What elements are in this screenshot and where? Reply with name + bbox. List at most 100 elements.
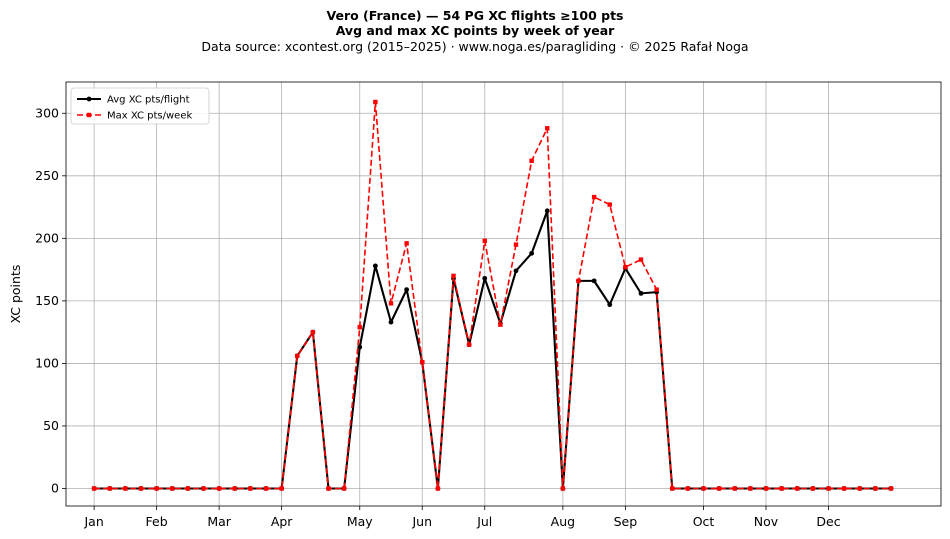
data-point-max [857,486,862,491]
data-point-max [607,202,612,207]
axes-layer: 0 50 100 150 200 250 300 Jan Feb Mar Apr May Jun Jul A… [8,81,942,529]
data-point-max [623,264,628,270]
data-point-max [248,486,253,491]
data-point-max [498,322,503,327]
legend-marker [86,112,92,118]
data-point-max [216,486,222,491]
data-point-avg [482,275,488,281]
y-tick-label: 100 [35,355,59,370]
data-point-max [841,486,847,491]
y-tick-label: 250 [35,168,59,183]
data-point-max [170,486,175,491]
chart-subtitle: Data source: xcontest.org (2015–2025) · … [201,39,749,54]
data-point-max [701,486,706,491]
chart-titles: Vero (France) — 54 PG XC flights ≥100 pt… [0,8,950,55]
data-point-avg [388,319,394,325]
data-point-max [810,486,816,491]
data-point-max [357,324,362,330]
data-point-avg [529,250,535,256]
x-tick-label: Oct [693,514,715,529]
data-point-max [138,486,144,491]
data-point-max [373,99,378,105]
data-point-avg [638,290,644,296]
x-tick-label: Nov [754,514,779,529]
data-point-max [513,242,519,247]
legend: Avg XC pts/flight Max XC pts/week [70,87,210,125]
x-tick-label: May [347,514,373,529]
x-tick-label: Jun [411,514,432,529]
legend-label: Avg XC pts/flight [107,95,190,106]
y-tick-label: 300 [35,105,59,120]
legend-label: Max XC pts/week [107,111,192,122]
data-point-max [826,486,831,491]
data-point-avg [513,268,519,274]
y-tick-label: 200 [35,230,59,245]
data-point-avg [544,208,550,214]
data-point-max [482,238,487,244]
data-point-max [716,486,722,491]
data-point-max [326,486,331,491]
data-point-max [232,486,237,491]
data-point-max [91,486,97,491]
data-point-max [279,486,284,491]
data-point-max [404,241,409,246]
chart-title-line-1: Vero (France) — 54 PG XC flights ≥100 pt… [326,8,624,23]
data-point-avg [591,278,597,284]
data-point-max [420,359,425,365]
series-line-avg [94,209,891,490]
y-tick-label: 150 [35,293,59,308]
legend-marker [86,96,92,102]
data-point-max [388,301,394,306]
data-point-max [201,486,206,491]
data-point-avg [372,263,378,269]
data-point-max [545,126,550,131]
data-point-max [435,486,441,491]
data-point-max [685,486,691,491]
x-tick-label: Mar [207,514,231,529]
data-point-max [295,353,300,359]
data-point-max [591,194,597,200]
data-point-max [638,257,644,262]
plot-frame [65,81,942,507]
x-tick-label: Apr [271,514,293,529]
grid-layer [66,82,941,506]
data-point-max [763,486,769,491]
y-tick-label: 50 [43,418,59,433]
data-point-max [466,342,472,347]
data-point-max [123,486,128,491]
series-layer [91,99,894,491]
x-tick-label: Jan [83,514,103,529]
data-point-avg [607,302,613,308]
data-point-max [576,278,581,284]
data-point-max [732,486,737,491]
data-point-max [654,287,659,292]
data-point-max [154,486,159,491]
x-tick-label: Dec [816,514,840,529]
x-tick-label: Aug [551,514,575,529]
data-point-max [888,486,894,491]
data-point-max [779,486,784,491]
data-point-max [670,486,675,491]
y-axis-label: XC points [8,265,23,324]
data-point-max [795,486,800,491]
x-tick-label: Feb [146,514,168,529]
data-point-max [185,486,191,491]
y-tick-label: 0 [51,480,59,495]
data-point-max [529,158,534,163]
data-point-max [107,486,112,491]
x-tick-label: Jul [476,514,492,529]
data-point-max [341,486,347,491]
data-point-max [451,273,456,279]
data-point-avg [404,287,410,293]
data-point-max [263,486,269,491]
chart-title-line-2: Avg and max XC points by week of year [335,23,615,38]
data-point-avg [357,344,363,350]
data-point-max [873,486,878,491]
x-tick-label: Sep [614,514,638,529]
legend-box [70,87,210,125]
data-point-max [310,329,316,335]
series-line-max [94,101,891,490]
data-point-max [560,486,566,491]
data-point-max [748,486,753,491]
